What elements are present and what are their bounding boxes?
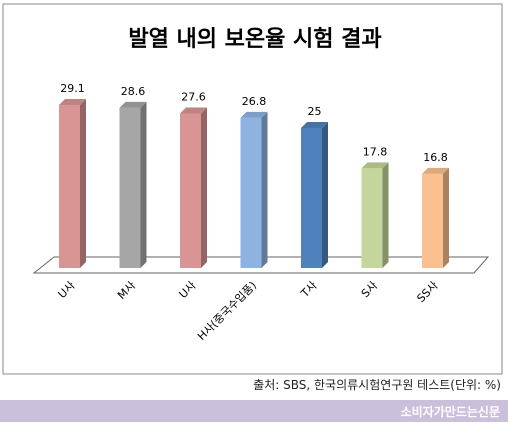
bar-7 — [422, 167, 449, 268]
bar-front — [422, 173, 443, 268]
value-label: 26.8 — [242, 95, 267, 108]
bar-side — [140, 101, 147, 268]
bar-side — [201, 107, 207, 268]
bar-top — [119, 101, 147, 108]
value-label: 29.1 — [60, 82, 85, 95]
bar-4 — [240, 111, 268, 268]
bar-front — [301, 128, 322, 268]
bar-6 — [361, 162, 389, 268]
value-label: 16.8 — [423, 151, 448, 164]
bar-front — [240, 117, 262, 268]
bar-top — [361, 162, 389, 169]
bar-front — [119, 107, 141, 268]
bar-side — [261, 111, 268, 268]
bar-top — [180, 107, 207, 114]
bar-front — [59, 105, 80, 268]
bar-side — [443, 167, 449, 268]
value-label: 28.6 — [121, 85, 146, 98]
bar-side — [80, 99, 86, 268]
bar-1 — [59, 99, 86, 268]
value-label: 17.8 — [363, 145, 388, 158]
value-labels-layer: 29.1 28.6 27.6 26.8 25 17.8 16.8 — [60, 82, 448, 164]
bar-5 — [301, 122, 328, 268]
value-label: 27.6 — [181, 90, 206, 103]
bar-top — [59, 99, 86, 106]
footer-bar: 소비자가만드는신문 — [0, 400, 508, 422]
chart-svg: 발열 내의 보온율 시험 결과 29.1 28.6 27.6 26.8 25 17.8 16… — [2, 3, 503, 375]
footer-brand: 소비자가만드는신문 — [400, 405, 500, 419]
chart-title: 발열 내의 보온율 시험 결과 — [128, 26, 381, 52]
bar-3 — [180, 107, 207, 268]
bar-side — [322, 122, 328, 268]
source-note: 출처: SBS, 한국의류시험연구원 테스트(단위: %) — [253, 378, 501, 392]
bars-layer — [59, 99, 449, 268]
bar-top — [422, 167, 449, 174]
bar-top — [301, 122, 328, 128]
bar-front — [180, 113, 201, 268]
bar-2 — [119, 101, 147, 268]
value-label: 25 — [308, 105, 322, 118]
bar-top — [240, 111, 268, 118]
bar-side — [382, 162, 389, 268]
bar-front — [361, 168, 383, 268]
